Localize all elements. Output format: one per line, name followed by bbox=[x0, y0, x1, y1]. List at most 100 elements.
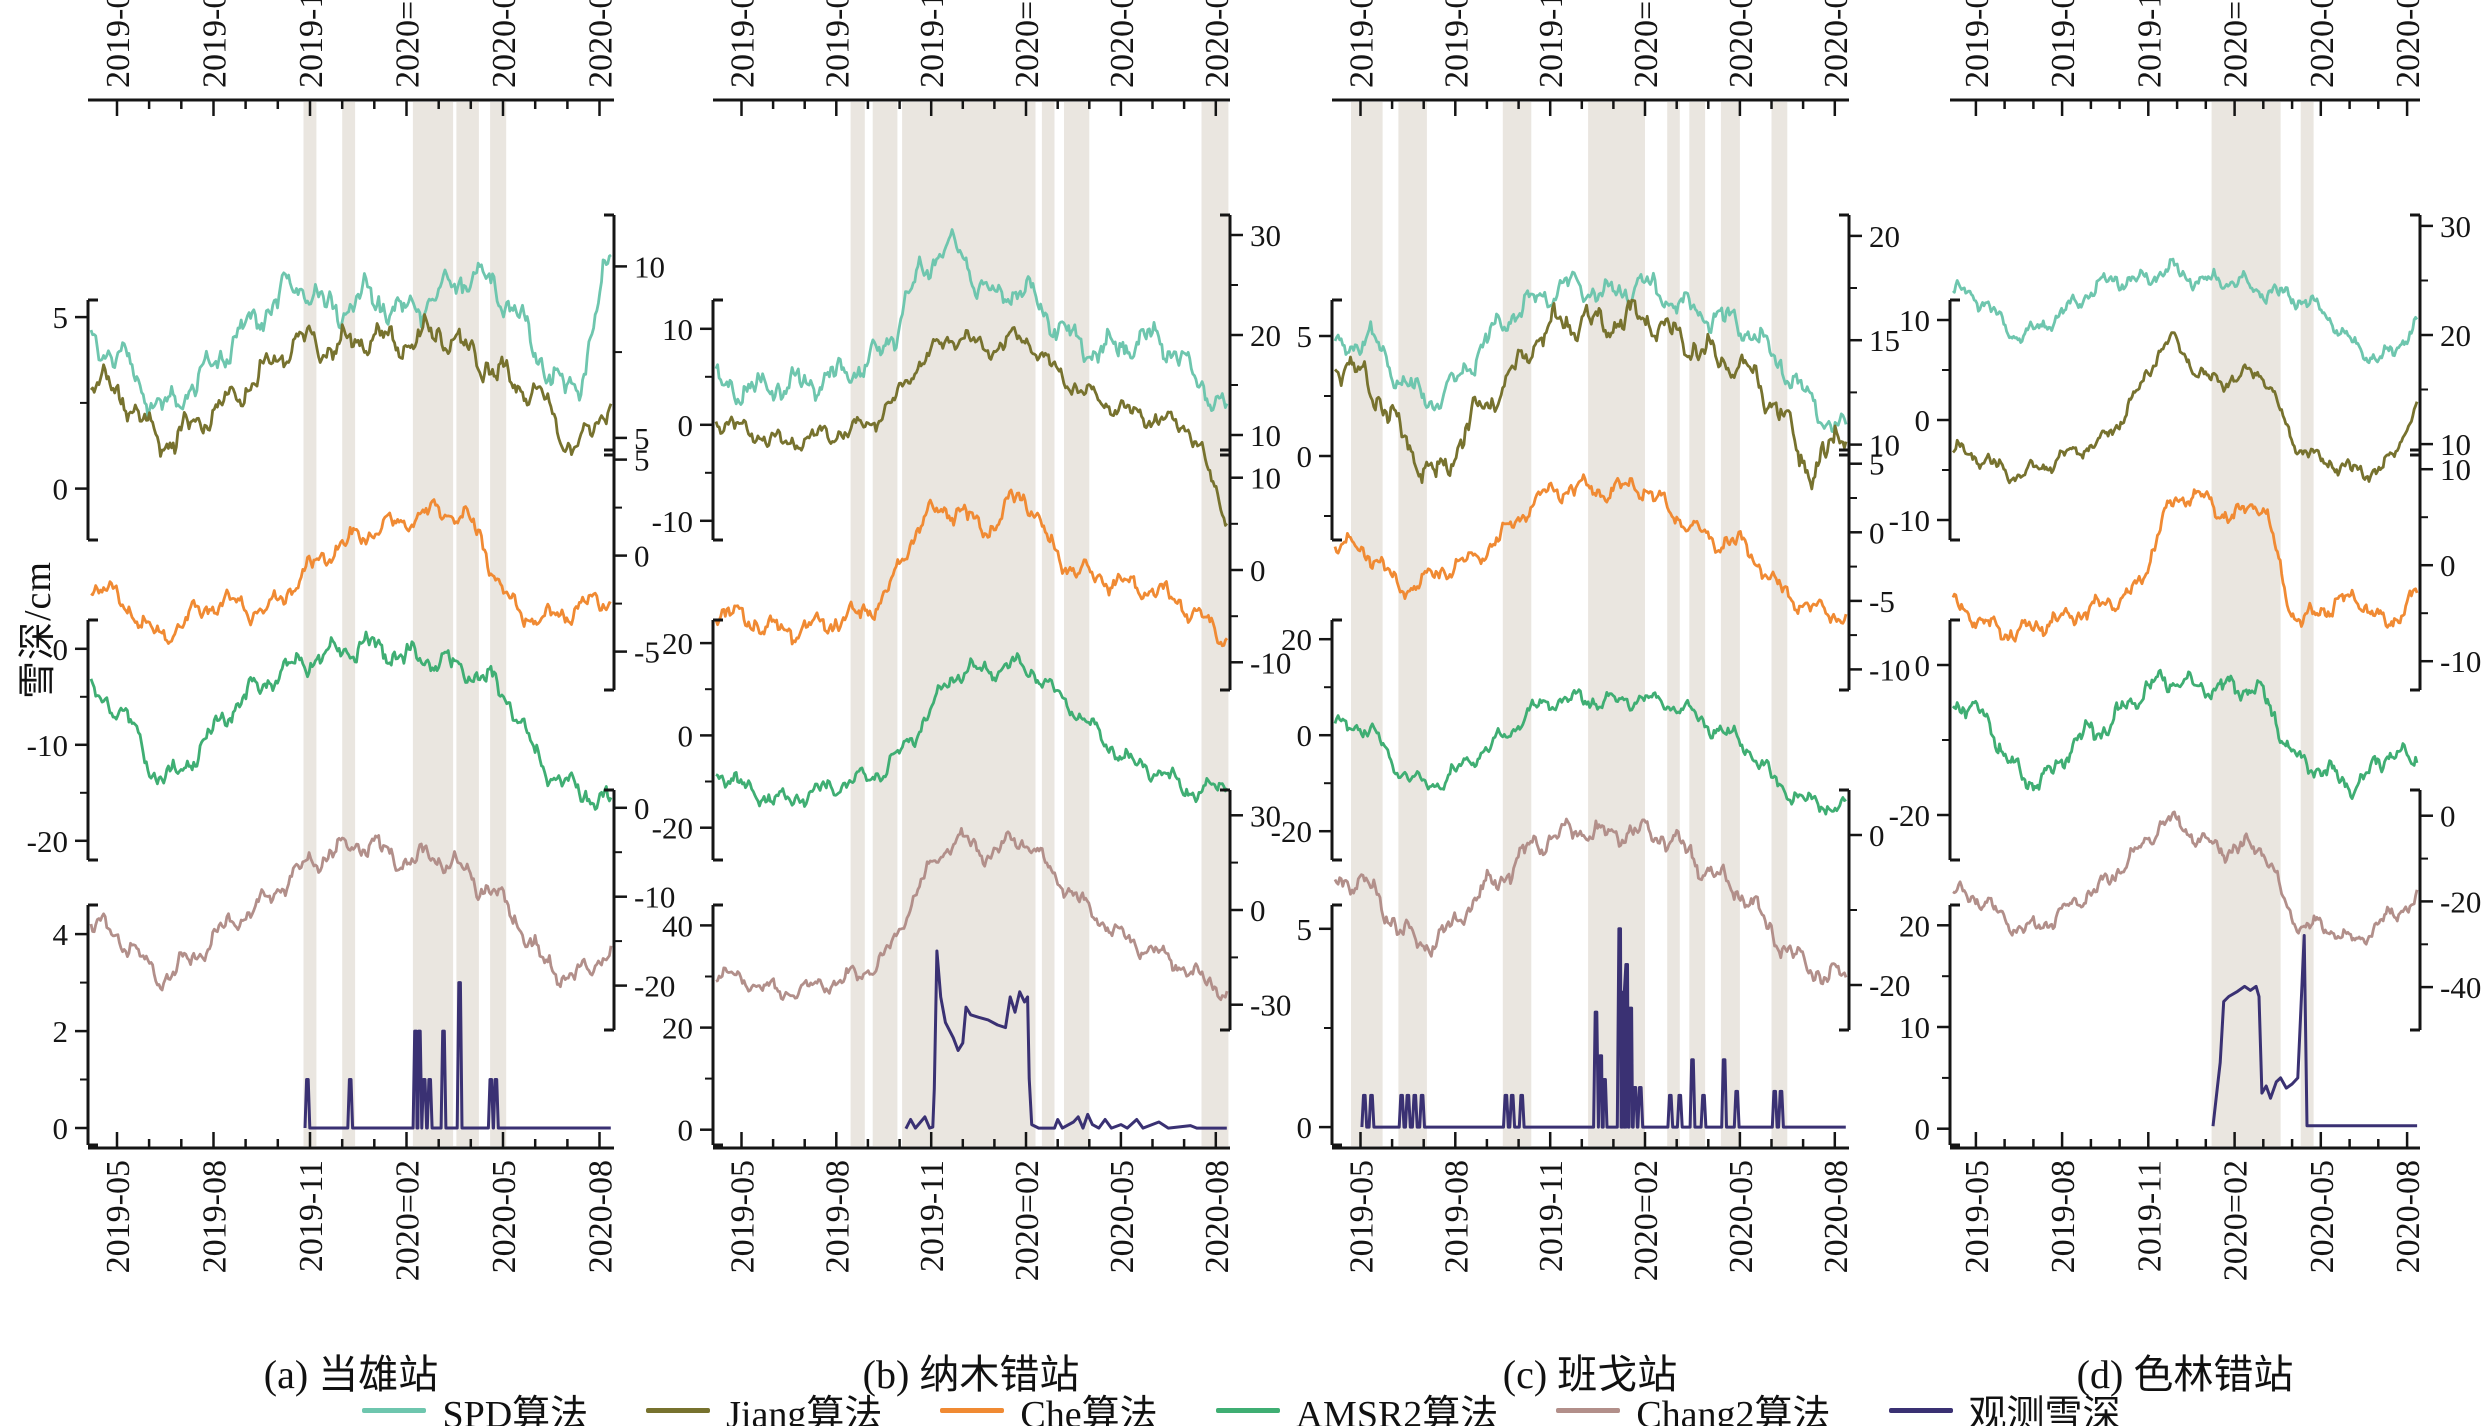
x-tick-label: 2020-05 bbox=[1104, 1160, 1141, 1273]
y-tick-label: 20 bbox=[662, 1011, 693, 1046]
series-line bbox=[1333, 688, 1847, 816]
y-tick-label: 40 bbox=[662, 908, 693, 943]
event-band bbox=[1689, 102, 1706, 1146]
x-tick-label: 2019-08 bbox=[197, 1160, 234, 1273]
series-line bbox=[1333, 270, 1848, 434]
y-tick-label: 30 bbox=[2440, 209, 2471, 244]
x-tick-label: 2019-11 bbox=[2131, 1160, 2168, 1272]
x-tick-label: 2020-05 bbox=[1723, 1160, 1760, 1273]
x-tick-label: 2020=02 bbox=[2218, 1160, 2255, 1281]
legend-item-jiang: Jiang算法 bbox=[646, 1383, 882, 1426]
y-tick-label: 30 bbox=[1250, 218, 1281, 253]
series-line bbox=[1951, 668, 2419, 800]
y-tick-label: 5 bbox=[1869, 447, 1885, 482]
event-band bbox=[1588, 102, 1645, 1146]
y-tick-label: -20 bbox=[652, 811, 693, 846]
y-tick-label: -10 bbox=[2440, 644, 2481, 679]
y-tick-label: 0 bbox=[1915, 648, 1931, 683]
y-tick-label: 5 bbox=[53, 300, 69, 335]
event-band bbox=[902, 102, 1036, 1146]
event-band bbox=[412, 102, 454, 1146]
event-band bbox=[2211, 102, 2281, 1146]
y-tick-label: 0 bbox=[1250, 893, 1266, 928]
x-tick-label: 2019-05 bbox=[100, 1160, 137, 1273]
y-tick-label: 0 bbox=[1869, 818, 1885, 853]
x-tick-label: 2019-05 bbox=[725, 0, 762, 88]
amsr2-line-swatch bbox=[1215, 1408, 1280, 1413]
x-tick-label: 2019-11 bbox=[914, 1160, 951, 1272]
y-tick-label: -20 bbox=[1889, 798, 1930, 833]
y-tick-label: -5 bbox=[1869, 584, 1895, 619]
y-tick-label: -20 bbox=[27, 824, 68, 859]
legend-item-amsr2: AMSR2算法 bbox=[1215, 1383, 1498, 1426]
x-tick-label: 2020-05 bbox=[2304, 1160, 2341, 1273]
event-band bbox=[303, 102, 317, 1146]
y-tick-label: -20 bbox=[634, 969, 675, 1004]
x-tick-label: 2020=02 bbox=[1628, 1160, 1665, 1281]
x-tick-label: 2020=02 bbox=[390, 1160, 427, 1281]
series-line bbox=[1952, 257, 2419, 365]
y-tick-label: 0 bbox=[53, 632, 69, 667]
y-tick-label: 20 bbox=[662, 626, 693, 661]
x-tick-label: 2019-11 bbox=[2131, 0, 2168, 88]
series-line bbox=[714, 228, 1229, 413]
y-tick-label: 0 bbox=[2440, 799, 2456, 834]
x-tick-label: 2019-11 bbox=[293, 1160, 330, 1272]
y-tick-label: 4 bbox=[53, 917, 69, 952]
x-tick-label: 2020-08 bbox=[1199, 0, 1236, 88]
x-tick-label: 2019-05 bbox=[725, 1160, 762, 1273]
y-tick-label: 0 bbox=[1297, 1110, 1313, 1145]
legend-item-observed: 观测雪深 bbox=[1888, 1383, 2121, 1426]
y-tick-label: 0 bbox=[1297, 718, 1313, 753]
x-tick-label: 2019-05 bbox=[100, 0, 137, 88]
y-tick-label: 0 bbox=[1297, 439, 1313, 474]
x-tick-label: 2019-05 bbox=[1344, 0, 1381, 88]
y-tick-label: 0 bbox=[53, 472, 69, 507]
event-band bbox=[1201, 102, 1229, 1146]
y-tick-label: 10 bbox=[1869, 428, 1900, 463]
x-tick-label: 2019-08 bbox=[2045, 1160, 2082, 1273]
observed-line bbox=[1360, 927, 1846, 1129]
observed-line bbox=[2211, 934, 2418, 1128]
series-line bbox=[1952, 810, 2419, 946]
x-tick-label: 2020=02 bbox=[390, 0, 427, 88]
y-tick-label: -20 bbox=[1271, 814, 1312, 849]
y-tick-label: 0 bbox=[1915, 403, 1931, 438]
y-tick-label: 10 bbox=[1250, 461, 1281, 496]
series-line bbox=[1333, 817, 1848, 986]
y-tick-label: -10 bbox=[1250, 645, 1291, 680]
event-band bbox=[1720, 102, 1740, 1146]
y-tick-label: 10 bbox=[1250, 418, 1281, 453]
event-band bbox=[1667, 102, 1680, 1146]
y-tick-label: 10 bbox=[1899, 1010, 1930, 1045]
y-tick-label: 5 bbox=[634, 443, 650, 478]
y-tick-label: 15 bbox=[1869, 323, 1900, 358]
chang2-line-swatch bbox=[1556, 1408, 1621, 1413]
series-line bbox=[89, 313, 613, 458]
x-tick-label: 2019-11 bbox=[914, 0, 951, 88]
y-tick-label: 0 bbox=[678, 718, 694, 753]
series-line bbox=[715, 827, 1229, 1002]
x-tick-label: 2019-08 bbox=[2045, 0, 2082, 88]
legend-label: Jiang算法 bbox=[726, 1394, 883, 1426]
x-tick-label: 2020-05 bbox=[2304, 0, 2341, 88]
y-tick-label: 10 bbox=[2440, 427, 2471, 462]
x-tick-label: 2019-05 bbox=[1959, 0, 1996, 88]
observed-line bbox=[303, 981, 611, 1130]
y-tick-label: 0 bbox=[2440, 548, 2456, 583]
x-tick-label: 2020-08 bbox=[1818, 1160, 1855, 1273]
x-tick-label: 2019-08 bbox=[819, 1160, 856, 1273]
x-tick-label: 2020=02 bbox=[1628, 0, 1665, 88]
x-tick-label: 2019-08 bbox=[197, 0, 234, 88]
y-tick-label: 20 bbox=[1869, 219, 1900, 254]
x-tick-label: 2020-08 bbox=[2390, 1160, 2427, 1273]
legend-label: Chang2算法 bbox=[1636, 1394, 1831, 1426]
y-tick-label: 20 bbox=[2440, 318, 2471, 353]
observed-line-swatch bbox=[1888, 1408, 1953, 1413]
y-tick-label: -10 bbox=[27, 728, 68, 763]
y-tick-label: -10 bbox=[634, 880, 675, 915]
y-axis-label: 雪深/cm bbox=[17, 561, 59, 699]
x-tick-label: 2020-08 bbox=[583, 0, 620, 88]
y-tick-label: 5 bbox=[1297, 912, 1313, 947]
